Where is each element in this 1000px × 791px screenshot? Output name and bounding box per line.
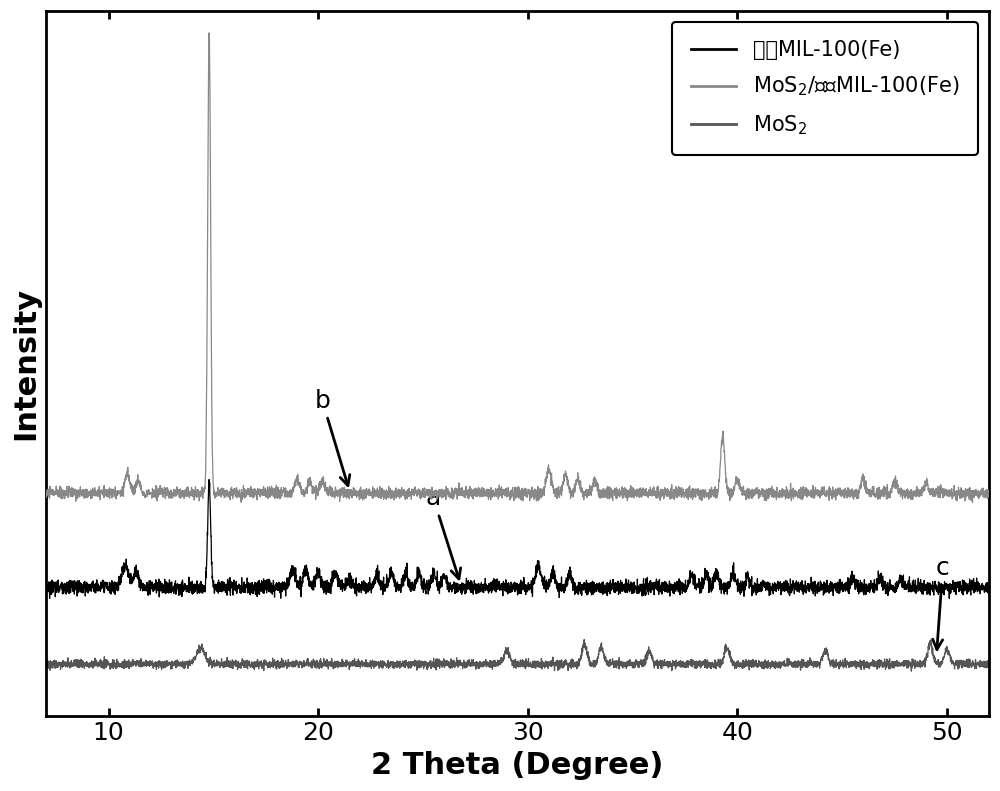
Y-axis label: Intensity: Intensity xyxy=(11,287,40,441)
Text: b: b xyxy=(314,388,350,486)
X-axis label: 2 Theta (Degree): 2 Theta (Degree) xyxy=(371,751,663,780)
Legend: 缺降MIL-100(Fe), MoS$_2$/缺降MIL-100(Fe), MoS$_2$: 缺降MIL-100(Fe), MoS$_2$/缺降MIL-100(Fe), Mo… xyxy=(672,21,978,155)
Text: c: c xyxy=(933,556,950,649)
Text: a: a xyxy=(426,486,461,579)
